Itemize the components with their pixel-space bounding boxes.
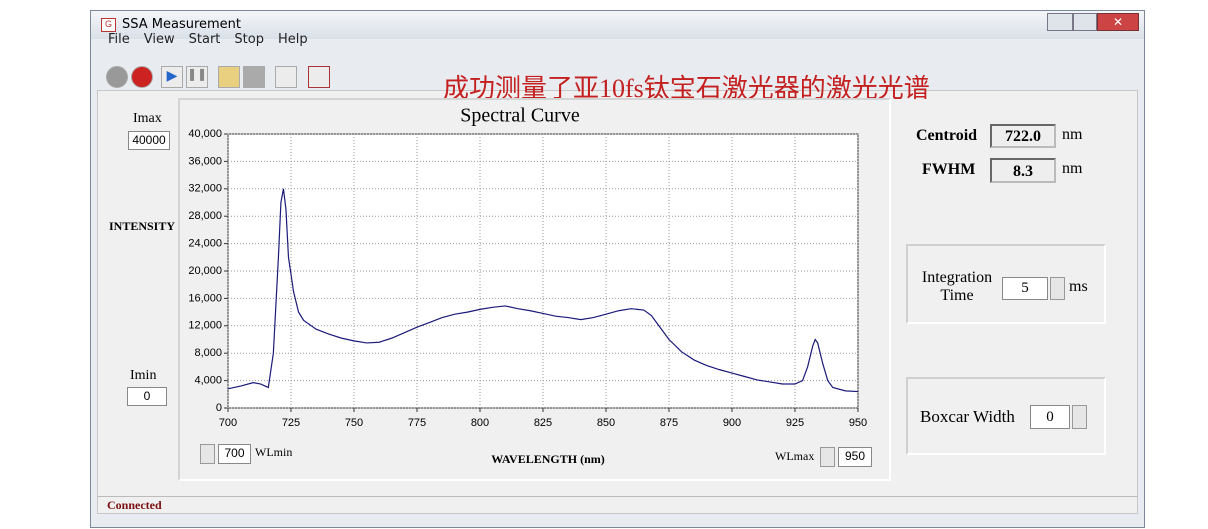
boxcar-spinner[interactable] xyxy=(1072,405,1087,429)
tool-save[interactable] xyxy=(243,66,265,88)
integration-group xyxy=(906,244,1106,324)
imin-label: Imin xyxy=(130,368,157,383)
tool-pause[interactable]: ❚❚ xyxy=(186,66,208,88)
imax-label: Imax xyxy=(133,111,162,126)
menu-item[interactable]: File xyxy=(108,32,130,47)
title-bar: G SSA Measurement ✕ xyxy=(91,11,1144,39)
boxcar-input[interactable]: 0 xyxy=(1030,405,1070,429)
imax-input[interactable]: 40000 xyxy=(128,131,170,150)
close-button[interactable]: ✕ xyxy=(1097,13,1139,31)
fwhm-label: FWHM xyxy=(922,161,976,178)
maximize-button[interactable] xyxy=(1073,13,1097,31)
centroid-unit: nm xyxy=(1062,126,1083,143)
wlmax-label: WLmax xyxy=(775,449,815,463)
menu-item[interactable]: Stop xyxy=(234,32,264,47)
menu-item[interactable]: Help xyxy=(277,32,308,47)
tool-record[interactable] xyxy=(106,66,128,88)
menu-item[interactable]: Start xyxy=(188,32,221,47)
tool-export[interactable] xyxy=(275,66,297,88)
wlmin-label: WLmin xyxy=(255,445,293,459)
boxcar-group xyxy=(906,377,1106,455)
centroid-value: 722.0 xyxy=(990,124,1056,148)
wlmin-input[interactable]: 700 xyxy=(218,444,251,464)
wlmin-spinner[interactable] xyxy=(200,444,215,464)
imin-input[interactable]: 0 xyxy=(127,387,167,406)
status-text: Connected xyxy=(107,498,162,512)
integration-label: Integration Time xyxy=(921,269,993,304)
wlmax-input[interactable]: 950 xyxy=(838,447,872,467)
tool-stop[interactable] xyxy=(131,66,153,88)
minimize-button[interactable] xyxy=(1047,13,1073,31)
fwhm-value: 8.3 xyxy=(990,158,1056,183)
status-bar xyxy=(97,496,1138,514)
wlmax-spinner[interactable] xyxy=(820,447,835,467)
menu-item[interactable]: View xyxy=(143,32,175,47)
fwhm-unit: nm xyxy=(1062,160,1083,177)
boxcar-label: Boxcar Width xyxy=(920,407,1015,426)
tool-open[interactable] xyxy=(218,66,240,88)
chart-frame xyxy=(178,98,891,481)
centroid-label: Centroid xyxy=(916,127,978,144)
integration-spinner[interactable] xyxy=(1050,277,1065,300)
tool-exit[interactable] xyxy=(308,66,330,88)
tool-play[interactable]: ▶ xyxy=(161,66,183,88)
integration-unit: ms xyxy=(1069,278,1088,295)
app-icon: G xyxy=(101,18,116,32)
integration-input[interactable]: 5 xyxy=(1002,277,1048,300)
window-title: SSA Measurement xyxy=(122,17,242,32)
